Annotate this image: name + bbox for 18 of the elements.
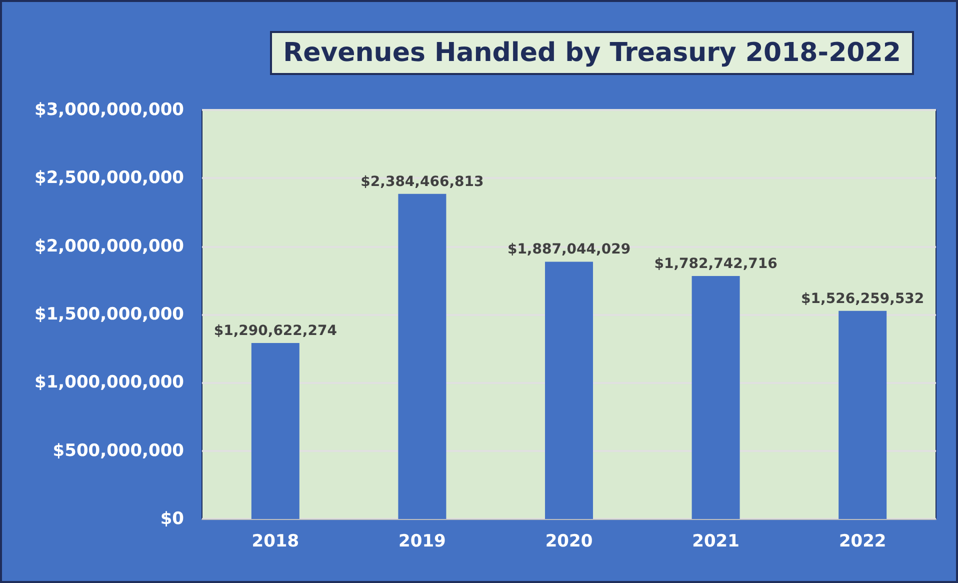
y-tick-label: $2,000,000,000 xyxy=(34,236,184,256)
data-label: $1,782,742,716 xyxy=(654,256,778,272)
x-tick-label: 2022 xyxy=(838,532,886,552)
data-label: $2,384,466,813 xyxy=(360,174,484,190)
data-label: $1,887,044,029 xyxy=(507,242,631,258)
y-tick-label: $1,500,000,000 xyxy=(34,304,184,324)
x-tick-label: 2018 xyxy=(252,532,300,552)
y-tick-label: $500,000,000 xyxy=(52,440,184,461)
data-label: $1,290,622,274 xyxy=(214,323,338,340)
x-tick-label: 2020 xyxy=(545,532,593,552)
x-tick-label: 2021 xyxy=(692,532,740,552)
chart-title: Revenues Handled by Treasury 2018-2022 xyxy=(283,38,901,68)
x-tick-label: 2019 xyxy=(398,532,446,552)
y-tick-label: $1,000,000,000 xyxy=(34,372,184,393)
data-label: $1,526,259,532 xyxy=(801,290,924,307)
y-tick-label: $0 xyxy=(160,509,184,529)
y-tick-label: $2,500,000,000 xyxy=(34,168,184,188)
y-tick-label: $3,000,000,000 xyxy=(34,100,184,120)
